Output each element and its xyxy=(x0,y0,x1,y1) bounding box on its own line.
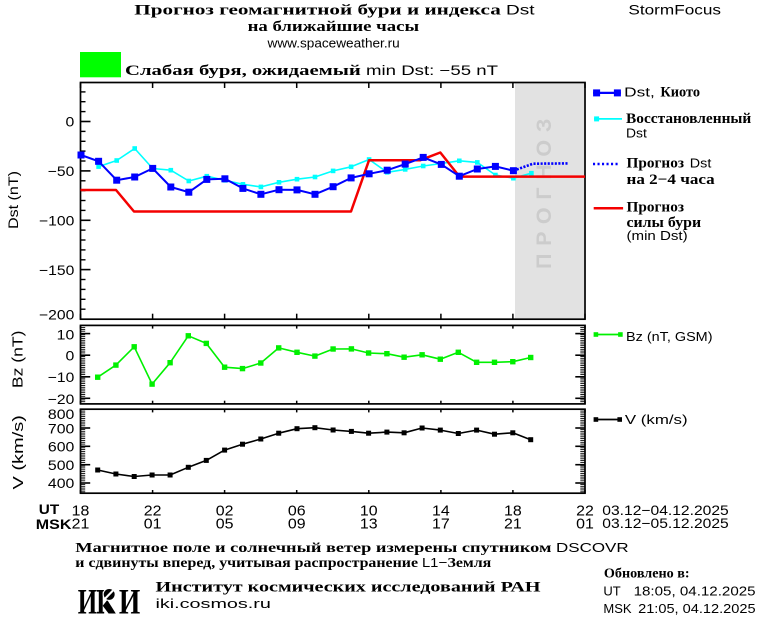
svg-text:02: 02 xyxy=(216,503,234,520)
svg-text:Dst: Dst xyxy=(626,126,647,141)
svg-text:0: 0 xyxy=(66,347,75,363)
svg-text:22: 22 xyxy=(144,503,162,520)
svg-text:800: 800 xyxy=(48,406,75,422)
svg-text:−200: −200 xyxy=(39,307,75,323)
svg-text:на 2−4 часа: на 2−4 часа xyxy=(627,172,716,188)
svg-text:UT: UT xyxy=(39,502,60,517)
svg-text:силы бури: силы бури xyxy=(627,215,702,231)
svg-text:Институт космических исследова: Институт космических исследований РАН xyxy=(156,580,541,596)
svg-text:18: 18 xyxy=(504,503,522,520)
svg-text:V (km/s): V (km/s) xyxy=(625,412,688,427)
svg-text:Bz (nT): Bz (nT) xyxy=(10,330,27,388)
svg-text:на ближайшие часы: на ближайшие часы xyxy=(248,19,420,35)
svg-text:01: 01 xyxy=(576,516,594,533)
svg-text:10: 10 xyxy=(57,326,75,342)
svg-text:10: 10 xyxy=(360,503,378,520)
svg-text:Dst: Dst xyxy=(690,156,712,171)
svg-text:17: 17 xyxy=(432,516,450,533)
svg-text:500: 500 xyxy=(48,457,75,473)
svg-text:−100: −100 xyxy=(39,212,75,228)
svg-text:13: 13 xyxy=(360,516,378,533)
svg-text:StormFocus: StormFocus xyxy=(628,2,721,17)
svg-text:(min Dst): (min Dst) xyxy=(627,228,688,243)
svg-text:Восстановленный: Восстановленный xyxy=(626,111,751,127)
svg-text:06: 06 xyxy=(288,503,306,520)
svg-text:−10: −10 xyxy=(48,369,75,385)
svg-text:03.12−05.12.2025: 03.12−05.12.2025 xyxy=(602,515,729,531)
svg-text:−20: −20 xyxy=(48,391,75,407)
svg-text:Прогноз: Прогноз xyxy=(627,200,685,216)
svg-text:Прогноз геомагнитной бури и ин: Прогноз геомагнитной бури и индекса Dst xyxy=(134,3,535,19)
svg-text:05: 05 xyxy=(216,516,234,533)
svg-text:21: 21 xyxy=(504,516,522,533)
svg-text:Обновлено в:: Обновлено в: xyxy=(604,565,690,580)
svg-text:V (km/s): V (km/s) xyxy=(10,415,27,490)
svg-text:Dst (nT): Dst (nT) xyxy=(5,171,21,229)
svg-text:0: 0 xyxy=(66,114,75,130)
svg-text:MSK: MSK xyxy=(36,517,72,532)
svg-text:Киото: Киото xyxy=(660,84,700,100)
svg-text:−50: −50 xyxy=(48,163,75,179)
svg-text:iki.cosmos.ru: iki.cosmos.ru xyxy=(156,596,271,611)
svg-text:400: 400 xyxy=(48,475,75,491)
svg-text:600: 600 xyxy=(48,439,75,455)
svg-text:Bz (nT, GSM): Bz (nT, GSM) xyxy=(626,329,713,344)
svg-text:Слабая буря, ожидаемый min Dst: Слабая буря, ожидаемый min Dst: −55 nT xyxy=(125,63,498,79)
svg-text:И: И xyxy=(119,581,140,620)
svg-text:21: 21 xyxy=(72,516,90,533)
svg-text:09: 09 xyxy=(288,516,306,533)
svg-text:ПРОГНОЗ: ПРОГНОЗ xyxy=(533,111,556,269)
svg-text:И: И xyxy=(78,581,97,620)
svg-text:Магнитное поле и солнечный вет: Магнитное поле и солнечный ветер измерен… xyxy=(75,540,628,555)
svg-text:700: 700 xyxy=(48,420,75,436)
svg-text:14: 14 xyxy=(432,503,450,520)
svg-text:−150: −150 xyxy=(39,262,75,278)
svg-text:Dst,: Dst, xyxy=(624,84,655,99)
svg-text:01: 01 xyxy=(144,516,162,533)
svg-text:18: 18 xyxy=(72,503,90,520)
svg-text:03.12−04.12.2025: 03.12−04.12.2025 xyxy=(602,502,729,518)
svg-text:22: 22 xyxy=(576,503,594,520)
svg-text:www.spaceweather.ru: www.spaceweather.ru xyxy=(266,36,399,51)
svg-text:Прогноз: Прогноз xyxy=(627,156,685,172)
svg-text:и сдвинуты вперед, учитывая ра: и сдвинуты вперед, учитывая распростране… xyxy=(75,555,491,570)
